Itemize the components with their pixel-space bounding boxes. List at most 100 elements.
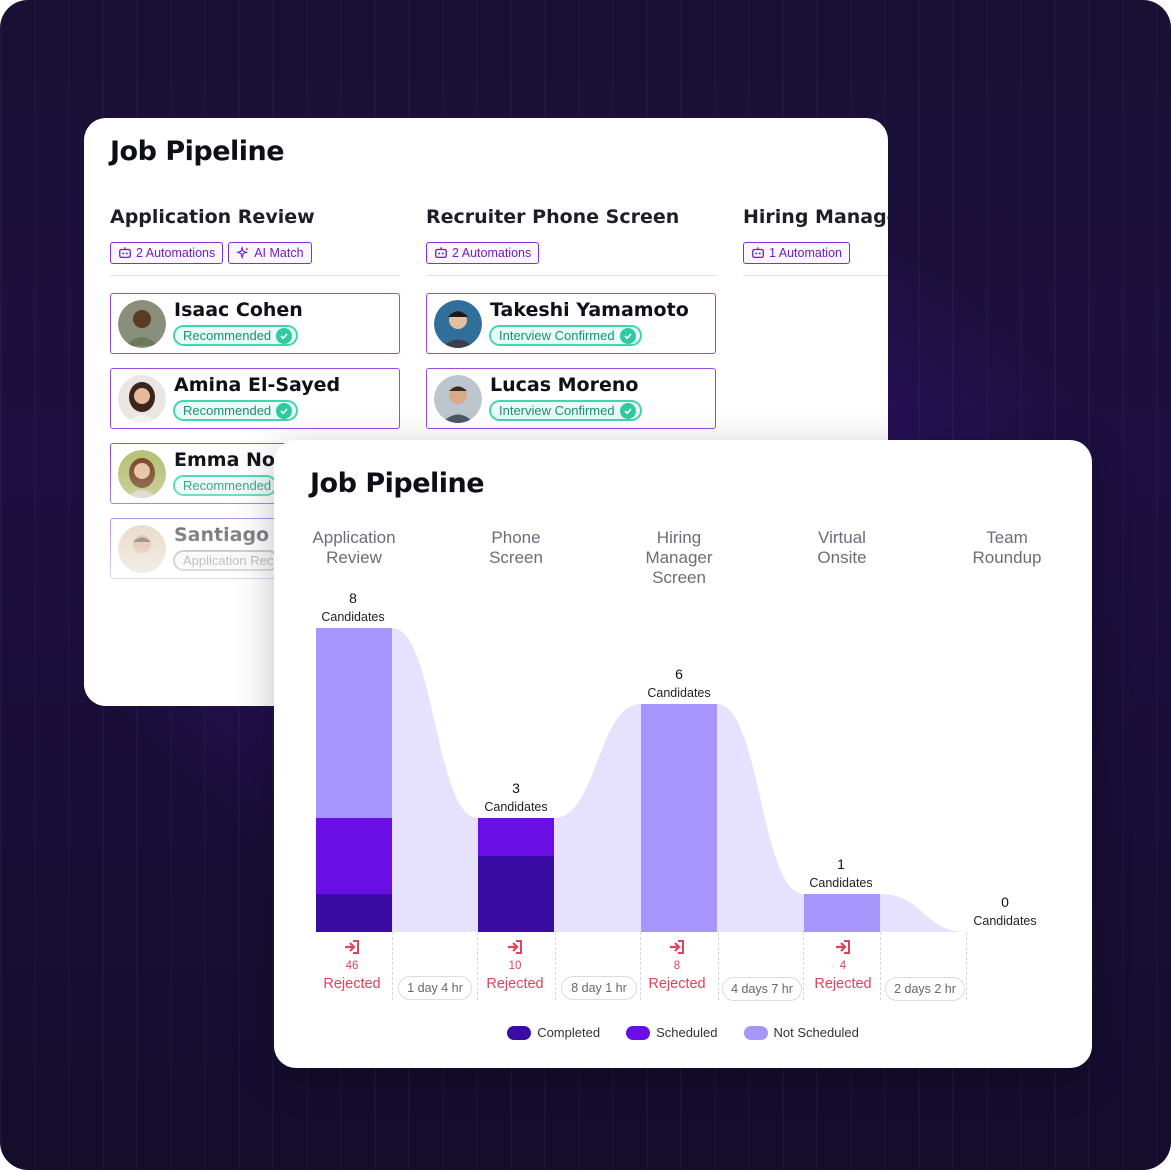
divider xyxy=(803,932,804,1000)
automations-chip[interactable]: 1 Automation xyxy=(743,242,850,264)
exit-icon xyxy=(670,940,684,954)
stage-count-label: Candidates xyxy=(973,914,1037,928)
rejected-label: Rejected xyxy=(814,976,872,992)
rejected-label: Rejected xyxy=(323,976,381,992)
exit-icon xyxy=(345,940,359,954)
robot-icon xyxy=(752,247,764,259)
bar-not-scheduled[interactable] xyxy=(804,894,880,932)
stage-label-application-review: Application Review xyxy=(312,528,396,567)
chart-legend: Completed Scheduled Not Scheduled xyxy=(274,1025,1092,1040)
legend-item-scheduled[interactable]: Scheduled xyxy=(626,1025,718,1040)
legend-swatch xyxy=(743,1025,768,1040)
legend-label: Not Scheduled xyxy=(773,1025,859,1040)
stage-count: 3 xyxy=(512,780,520,796)
candidate-name: Amina El-Sayed xyxy=(174,374,341,396)
status-label: Application Rec xyxy=(183,553,274,568)
bar-scheduled[interactable] xyxy=(316,818,392,894)
pipeline-chart-card: Job Pipeline Application Review Phone Scre… xyxy=(274,440,1092,1068)
robot-icon xyxy=(435,247,447,259)
stage-label-phone-screen: Phone Screen xyxy=(489,528,543,567)
candidate-card[interactable]: Amina El-Sayed Recommended xyxy=(110,368,400,429)
legend-item-not-scheduled[interactable]: Not Scheduled xyxy=(743,1025,859,1040)
rejected-label: Rejected xyxy=(486,976,544,992)
candidate-card[interactable]: Takeshi Yamamoto Interview Confirmed xyxy=(426,293,716,354)
bar-not-scheduled[interactable] xyxy=(641,704,717,932)
stage-count-label: Candidates xyxy=(647,686,711,700)
divider xyxy=(640,932,641,1000)
check-icon xyxy=(276,327,293,344)
pipeline-chart xyxy=(316,628,967,932)
rejected-label: Rejected xyxy=(648,976,706,992)
legend-swatch xyxy=(626,1025,651,1040)
duration-pill: 1 day 4 hr xyxy=(398,976,472,1000)
status-label: Interview Confirmed xyxy=(499,403,615,418)
duration-pill: 8 day 1 hr xyxy=(561,976,637,1000)
rejected-count: 10 xyxy=(508,960,522,972)
divider xyxy=(880,932,881,1000)
bar-scheduled[interactable] xyxy=(478,818,554,856)
avatar xyxy=(118,300,166,348)
status-label: Recommended xyxy=(183,328,272,343)
rejected-group[interactable]: 10 Rejected xyxy=(470,940,560,992)
bar-completed[interactable] xyxy=(316,894,392,932)
column-hiring-manager: Hiring Manager 1 Automation xyxy=(743,206,888,276)
avatar xyxy=(118,525,166,573)
avatar xyxy=(434,375,482,423)
rejected-group[interactable]: 8 Rejected xyxy=(632,940,722,992)
legend-label: Scheduled xyxy=(656,1025,718,1040)
avatar xyxy=(434,300,482,348)
board-title: Job Pipeline xyxy=(110,136,285,167)
column-recruiter-phone-screen: Recruiter Phone Screen 2 Automations Tak… xyxy=(426,206,716,429)
automations-chip[interactable]: 2 Automations xyxy=(110,242,224,264)
stage-count: 0 xyxy=(1001,894,1009,910)
stage-count-label: Candidates xyxy=(321,610,385,624)
divider xyxy=(743,275,888,276)
candidate-card[interactable]: Lucas Moreno Interview Confirmed xyxy=(426,368,716,429)
robot-icon xyxy=(119,247,131,259)
stage-label-hiring-manager-screen: Hiring Manager Screen xyxy=(645,528,713,587)
candidate-name: Santiago R xyxy=(174,524,291,546)
chip-label: 2 Automations xyxy=(452,246,532,260)
bar-completed[interactable] xyxy=(478,856,554,932)
exit-icon xyxy=(508,940,522,954)
divider xyxy=(718,932,719,1000)
chip-label: AI Match xyxy=(254,246,304,260)
rejected-group[interactable]: 46 Rejected xyxy=(307,940,397,992)
divider xyxy=(392,932,393,1000)
status-badge: Interview Confirmed xyxy=(489,400,642,421)
check-icon xyxy=(619,402,636,419)
legend-item-completed[interactable]: Completed xyxy=(507,1025,600,1040)
chart-card-title: Job Pipeline xyxy=(310,468,485,499)
rejected-count: 46 xyxy=(345,960,359,972)
column-title: Recruiter Phone Screen xyxy=(426,206,680,228)
chip-label: 1 Automation xyxy=(769,246,842,260)
check-icon xyxy=(619,327,636,344)
candidate-card[interactable]: Isaac Cohen Recommended xyxy=(110,293,400,354)
status-badge: Application Rec xyxy=(173,550,280,571)
duration-pill: 4 days 7 hr xyxy=(722,977,802,1001)
candidate-name: Emma Nov xyxy=(174,449,288,471)
status-badge: Recommended xyxy=(173,400,299,421)
ai-match-chip[interactable]: AI Match xyxy=(228,242,312,264)
rejected-count: 4 xyxy=(839,960,847,972)
bar-not-scheduled[interactable] xyxy=(316,628,392,818)
status-label: Interview Confirmed xyxy=(499,328,615,343)
divider xyxy=(555,932,556,1000)
status-badge: Interview Confirmed xyxy=(489,325,642,346)
legend-label: Completed xyxy=(537,1025,601,1040)
legend-swatch xyxy=(507,1025,532,1040)
exit-icon xyxy=(836,940,850,954)
status-badge: Recommended xyxy=(173,325,299,346)
sparkle-icon xyxy=(236,246,249,260)
divider xyxy=(477,932,478,1000)
automations-chip[interactable]: 2 Automations xyxy=(426,242,540,264)
check-icon xyxy=(276,402,293,419)
rejected-group[interactable]: 4 Rejected xyxy=(798,940,888,992)
stage-label-virtual-onsite: Virtual Onsite xyxy=(817,528,867,567)
stage-count: 1 xyxy=(837,856,845,872)
divider xyxy=(966,932,967,1000)
column-title: Application Review xyxy=(110,206,315,228)
column-title: Hiring Manager xyxy=(743,206,888,228)
stage-count: 8 xyxy=(349,590,357,606)
